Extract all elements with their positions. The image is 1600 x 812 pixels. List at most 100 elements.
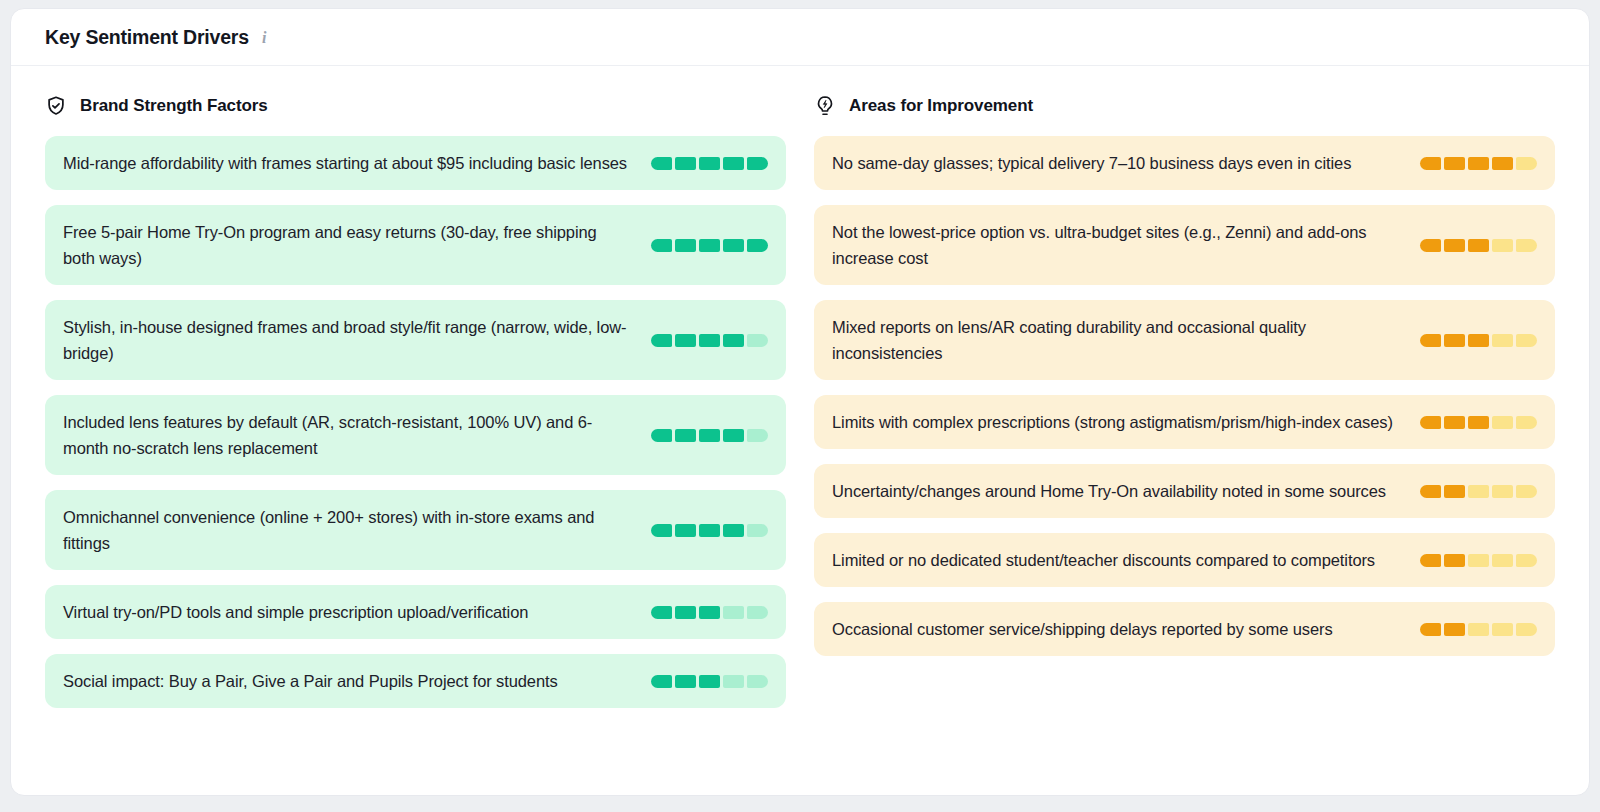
meter-segment	[651, 429, 672, 442]
panel-header: Key Sentiment Drivers i	[11, 9, 1589, 65]
meter-segment	[1492, 554, 1513, 567]
card-text: Occasional customer service/shipping del…	[832, 616, 1396, 642]
sentiment-meter	[651, 157, 768, 170]
meter-segment	[699, 239, 720, 252]
improvement-card: Occasional customer service/shipping del…	[814, 602, 1555, 656]
improvement-card: No same-day glasses; typical delivery 7–…	[814, 136, 1555, 190]
sentiment-meter	[651, 334, 768, 347]
meter-segment	[1468, 239, 1489, 252]
meter-segment	[1468, 623, 1489, 636]
key-sentiment-drivers-panel: Key Sentiment Drivers i Brand Strength F…	[10, 8, 1590, 796]
improvement-card: Limited or no dedicated student/teacher …	[814, 533, 1555, 587]
sentiment-meter	[1420, 623, 1537, 636]
meter-segment	[1516, 623, 1537, 636]
meter-segment	[1468, 554, 1489, 567]
meter-segment	[723, 675, 744, 688]
sentiment-meter	[651, 239, 768, 252]
sentiment-columns: Brand Strength Factors Mid-range afforda…	[11, 66, 1589, 743]
shield-check-icon	[45, 95, 67, 117]
meter-segment	[699, 429, 720, 442]
meter-segment	[747, 334, 768, 347]
improvement-card: Mixed reports on lens/AR coating durabil…	[814, 300, 1555, 380]
sentiment-meter	[651, 524, 768, 537]
meter-segment	[1420, 554, 1441, 567]
meter-segment	[1420, 334, 1441, 347]
improvement-card: Limits with complex prescriptions (stron…	[814, 395, 1555, 449]
meter-segment	[699, 524, 720, 537]
strength-card: Omnichannel convenience (online + 200+ s…	[45, 490, 786, 570]
meter-segment	[1516, 554, 1537, 567]
improvement-card: Uncertainty/changes around Home Try-On a…	[814, 464, 1555, 518]
meter-segment	[651, 606, 672, 619]
meter-segment	[699, 157, 720, 170]
strength-card: Virtual try-on/PD tools and simple presc…	[45, 585, 786, 639]
meter-segment	[675, 524, 696, 537]
meter-segment	[747, 524, 768, 537]
meter-segment	[651, 524, 672, 537]
meter-segment	[723, 239, 744, 252]
sentiment-meter	[1420, 554, 1537, 567]
info-icon[interactable]: i	[259, 29, 269, 47]
strengths-title: Brand Strength Factors	[80, 96, 268, 116]
card-text: Included lens features by default (AR, s…	[63, 409, 627, 461]
meter-segment	[1516, 416, 1537, 429]
sentiment-meter	[651, 675, 768, 688]
meter-segment	[699, 675, 720, 688]
meter-segment	[1492, 416, 1513, 429]
meter-segment	[1492, 239, 1513, 252]
meter-segment	[675, 606, 696, 619]
meter-segment	[1516, 485, 1537, 498]
meter-segment	[723, 429, 744, 442]
meter-segment	[651, 675, 672, 688]
meter-segment	[1420, 485, 1441, 498]
strength-card: Included lens features by default (AR, s…	[45, 395, 786, 475]
card-text: Virtual try-on/PD tools and simple presc…	[63, 599, 627, 625]
improvement-card: Not the lowest-price option vs. ultra-bu…	[814, 205, 1555, 285]
meter-segment	[699, 606, 720, 619]
card-text: Not the lowest-price option vs. ultra-bu…	[832, 219, 1396, 271]
meter-segment	[1468, 334, 1489, 347]
meter-segment	[1492, 485, 1513, 498]
meter-segment	[1420, 157, 1441, 170]
card-text: Mid-range affordability with frames star…	[63, 150, 627, 176]
meter-segment	[747, 239, 768, 252]
card-text: Stylish, in-house designed frames and br…	[63, 314, 627, 366]
sentiment-meter	[1420, 334, 1537, 347]
sentiment-meter	[1420, 239, 1537, 252]
strengths-header: Brand Strength Factors	[45, 94, 786, 118]
sentiment-meter	[1420, 157, 1537, 170]
meter-segment	[1492, 334, 1513, 347]
improvements-title: Areas for Improvement	[849, 96, 1033, 116]
meter-segment	[723, 606, 744, 619]
card-text: Uncertainty/changes around Home Try-On a…	[832, 478, 1396, 504]
card-text: Limited or no dedicated student/teacher …	[832, 547, 1396, 573]
improvements-header: Areas for Improvement	[814, 94, 1555, 118]
meter-segment	[1468, 485, 1489, 498]
meter-segment	[1444, 416, 1465, 429]
sentiment-meter	[1420, 416, 1537, 429]
meter-segment	[651, 157, 672, 170]
strength-card: Stylish, in-house designed frames and br…	[45, 300, 786, 380]
meter-segment	[1420, 623, 1441, 636]
meter-segment	[1444, 554, 1465, 567]
meter-segment	[1492, 623, 1513, 636]
strength-card: Free 5-pair Home Try-On program and easy…	[45, 205, 786, 285]
meter-segment	[1492, 157, 1513, 170]
meter-segment	[675, 675, 696, 688]
sentiment-meter	[651, 429, 768, 442]
card-text: Social impact: Buy a Pair, Give a Pair a…	[63, 668, 627, 694]
meter-segment	[1444, 157, 1465, 170]
improvements-card-list: No same-day glasses; typical delivery 7–…	[814, 136, 1555, 656]
meter-segment	[1444, 623, 1465, 636]
strength-card: Mid-range affordability with frames star…	[45, 136, 786, 190]
meter-segment	[699, 334, 720, 347]
meter-segment	[1468, 157, 1489, 170]
meter-segment	[675, 239, 696, 252]
meter-segment	[1420, 416, 1441, 429]
page-title: Key Sentiment Drivers	[45, 26, 249, 49]
strengths-column: Brand Strength Factors Mid-range afforda…	[45, 94, 786, 723]
meter-segment	[651, 239, 672, 252]
card-text: No same-day glasses; typical delivery 7–…	[832, 150, 1396, 176]
strength-card: Social impact: Buy a Pair, Give a Pair a…	[45, 654, 786, 708]
meter-segment	[1516, 157, 1537, 170]
